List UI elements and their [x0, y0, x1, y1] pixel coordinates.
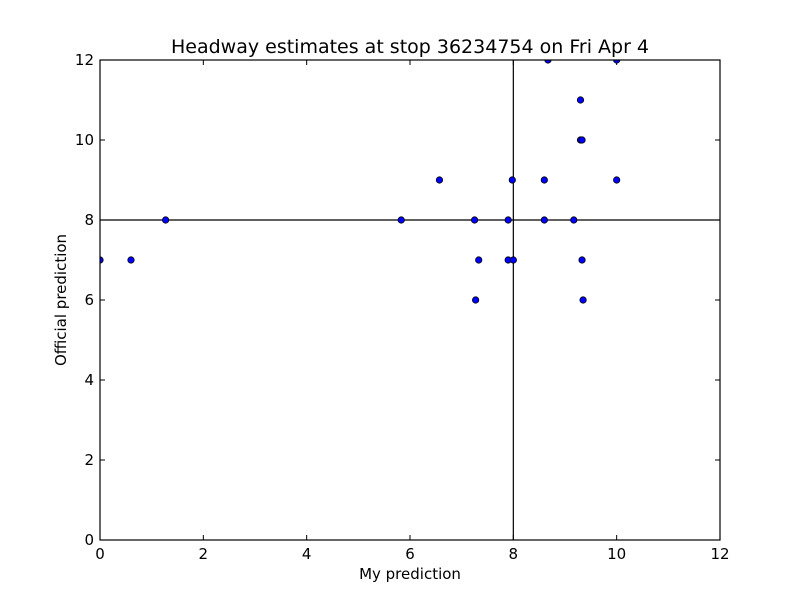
scatter-point [162, 216, 170, 224]
scatter-point [540, 176, 548, 184]
scatter-point [576, 96, 585, 104]
scatter-point [509, 256, 517, 264]
scatter-point [613, 60, 621, 64]
x-tick-label: 12 [710, 545, 729, 563]
scatter-point [127, 256, 135, 264]
x-tick-label: 8 [509, 545, 519, 563]
scatter-point [435, 176, 444, 184]
x-axis-label: My prediction [359, 565, 461, 583]
scatter-point [508, 176, 516, 184]
scatter-point [544, 60, 552, 64]
x-tick-label: 2 [199, 545, 209, 563]
scatter-point [504, 216, 512, 224]
x-tick-label: 4 [302, 545, 312, 563]
y-axis-label: Official prediction [52, 234, 70, 366]
scatter-point [475, 256, 483, 264]
scatter-point [578, 256, 586, 264]
x-tick-label: 10 [607, 545, 626, 563]
scatter-point [472, 296, 480, 304]
scatter-point [578, 136, 586, 144]
scatter-point [613, 176, 621, 184]
chart-title: Headway estimates at stop 36234754 on Fr… [171, 36, 649, 58]
plot-frame [99, 59, 721, 541]
x-tick-label: 6 [405, 545, 415, 563]
y-tick-label: 6 [84, 291, 94, 309]
scatter-point [570, 216, 578, 224]
y-tick-label: 10 [75, 131, 94, 149]
y-tick-label: 0 [84, 531, 94, 549]
scatter-point [470, 216, 479, 224]
plot-area: 0 2 4 6 8 10 12 0 2 4 6 8 10 12 [75, 51, 730, 563]
scatter-points [100, 60, 621, 304]
scatter-point [540, 216, 548, 224]
y-tick-label: 4 [84, 371, 94, 389]
y-tick-label: 8 [84, 211, 94, 229]
y-tick-label: 2 [84, 451, 94, 469]
x-tick-label: 0 [95, 545, 105, 563]
scatter-point [397, 216, 405, 224]
y-tick-label: 12 [75, 51, 94, 69]
scatter-point [579, 296, 587, 304]
